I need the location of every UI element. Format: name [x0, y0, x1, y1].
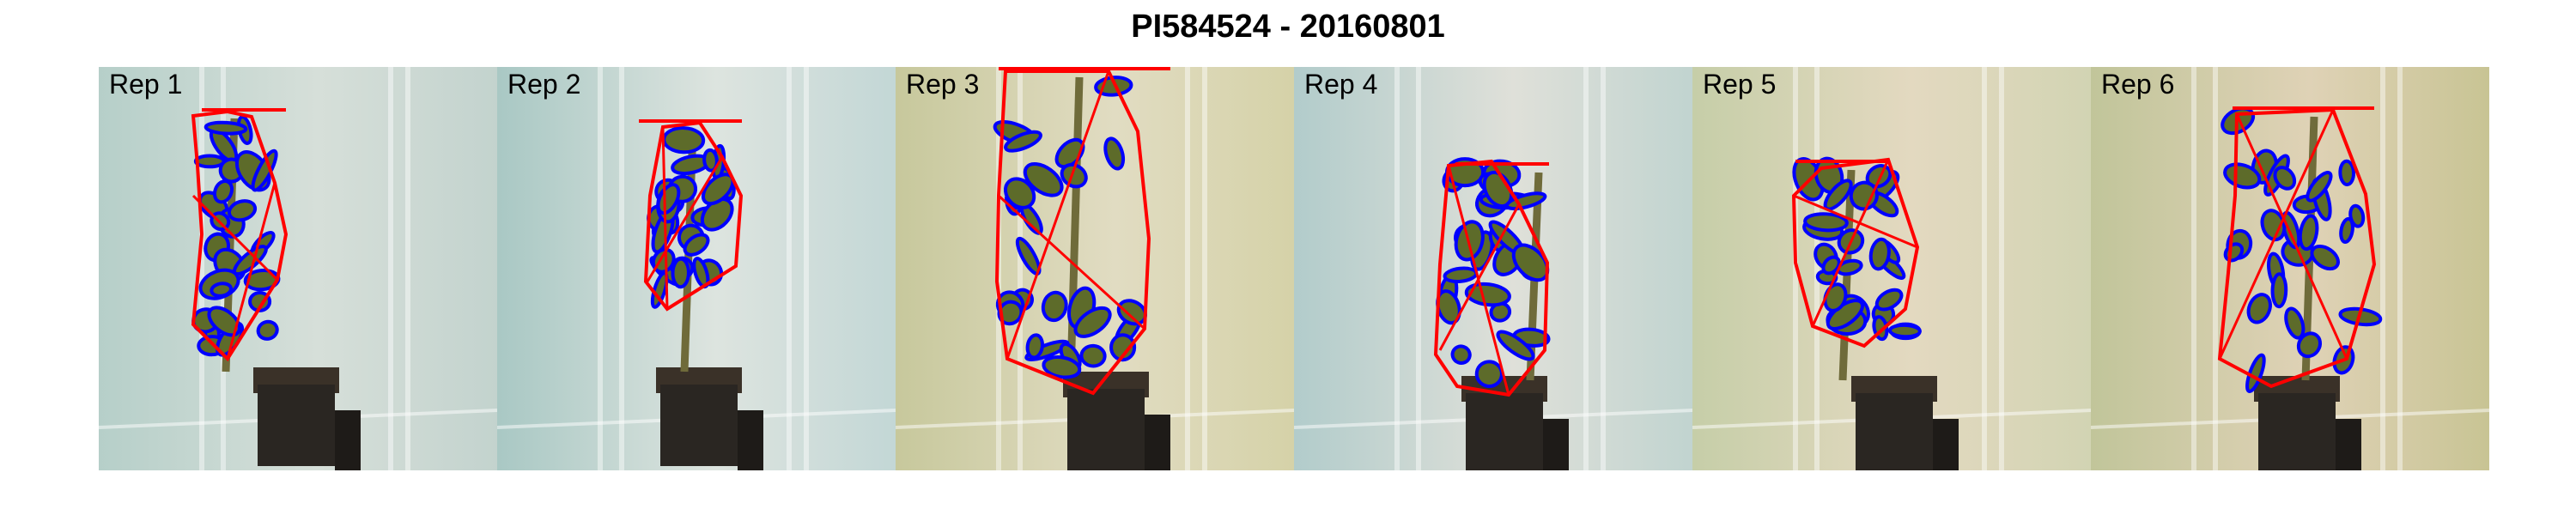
leaf-contour	[2298, 214, 2319, 251]
leaf-contour	[1023, 162, 1064, 197]
leaf-contour	[1003, 177, 1036, 209]
convex-hull	[1433, 159, 1550, 397]
leaf-contour	[2246, 293, 2272, 324]
leaf-contour	[1821, 255, 1841, 276]
convex-hull	[994, 70, 1151, 396]
convex-hull	[1791, 157, 1920, 348]
pot	[1067, 389, 1145, 470]
leaf-contour	[650, 271, 669, 309]
convex-hull	[643, 120, 744, 312]
hull-axis-line	[661, 126, 669, 310]
leaf-contour	[2306, 171, 2333, 203]
leaf-contour	[1474, 360, 1504, 389]
leaf-contour	[662, 126, 706, 154]
plant-photo-5	[1692, 67, 2091, 470]
leaf-contour	[1496, 330, 1535, 361]
hull-axis-line	[1793, 194, 1918, 249]
rep-panel-5: Rep 5	[1692, 67, 2091, 470]
leaf-contour	[1109, 333, 1137, 362]
leaf-contour	[2338, 159, 2356, 187]
hull-axis-line	[191, 194, 279, 282]
leaf-contour	[1042, 355, 1082, 379]
leaf-contour	[1505, 191, 1547, 211]
leaf-contour	[2245, 353, 2266, 393]
pot-stand	[738, 410, 763, 470]
leaf-contour	[212, 179, 234, 204]
figure-title: PI584524 - 20160801	[1131, 9, 1445, 45]
pot	[1856, 393, 1933, 470]
pot	[1466, 393, 1543, 470]
leaf-contour	[1025, 333, 1044, 360]
hull-axis-line	[997, 194, 1146, 330]
pot-stand	[1933, 419, 1959, 470]
leaf-contour	[2348, 203, 2366, 228]
leaf-contour	[204, 120, 248, 136]
rep-label-5: Rep 5	[1703, 69, 1777, 100]
leaf-contour	[1849, 180, 1879, 211]
rep-panel-4: Rep 4	[1294, 67, 1692, 470]
leaf-contour	[2223, 162, 2262, 190]
leaf-contour	[207, 306, 241, 337]
hull-axis-line	[1005, 70, 1110, 360]
leaf-contour	[193, 154, 226, 169]
hull-axis-line	[2218, 109, 2335, 360]
leaf-contour	[2284, 306, 2306, 340]
leaf-contour	[1103, 136, 1126, 171]
leaf-contour	[1073, 306, 1112, 338]
leaf-contour	[2273, 166, 2297, 191]
leaf-contour	[671, 257, 690, 289]
leaf-contour	[256, 319, 279, 341]
hull-axis-line	[2235, 113, 2348, 360]
hull-axis-line	[1447, 165, 1510, 396]
pot	[2258, 393, 2336, 470]
plant-photo-2	[497, 67, 896, 470]
plant-photo-1	[99, 67, 497, 470]
pot-stand	[2336, 419, 2361, 470]
leaf-contour	[1874, 288, 1904, 312]
rep-label-3: Rep 3	[906, 69, 980, 100]
leaf-contour	[1803, 212, 1849, 233]
hull-axis-line	[1811, 159, 1890, 327]
rep-label-1: Rep 1	[109, 69, 183, 100]
rep-panel-strip: Rep 1 Rep 2 Rep 3 Rep 4 Rep 5 Rep 6	[99, 67, 2489, 470]
leaf-contour	[700, 197, 734, 232]
plant-photo-3	[896, 67, 1294, 470]
leaf-contour	[1511, 243, 1550, 282]
leaf-contour	[2270, 272, 2288, 309]
pot	[660, 385, 738, 466]
leaf-contour	[702, 148, 719, 173]
rep-panel-2: Rep 2	[497, 67, 896, 470]
pot-stand	[1543, 419, 1569, 470]
rep-label-6: Rep 6	[2101, 69, 2175, 100]
rep-panel-3: Rep 3	[896, 67, 1294, 470]
rep-label-4: Rep 4	[1304, 69, 1378, 100]
leaf-contour	[1868, 237, 1891, 271]
pot-stand	[1145, 415, 1170, 470]
hull-axis-line	[226, 182, 276, 360]
rep-panel-1: Rep 1	[99, 67, 497, 470]
plant-photo-6	[2091, 67, 2489, 470]
leaf-contour	[210, 282, 233, 298]
rep-panel-6: Rep 6	[2091, 67, 2489, 470]
leaf-contour	[1041, 290, 1068, 323]
leaf-contour	[2296, 331, 2323, 359]
leaf-contour	[2310, 244, 2340, 271]
hull-axis-line	[646, 156, 724, 282]
leaf-contour	[1450, 344, 1472, 365]
leaf-contour	[227, 199, 258, 222]
pot	[258, 385, 335, 466]
leaf-contour	[1464, 282, 1511, 307]
leaf-contour	[2339, 217, 2354, 244]
pot-stand	[335, 410, 361, 470]
plant-photo-4	[1294, 67, 1692, 470]
leaf-contour	[1888, 323, 1922, 339]
leaf-contour	[233, 245, 268, 276]
hull-axis-line	[1438, 203, 1521, 351]
leaf-contour	[1004, 130, 1042, 153]
leaf-contour	[1079, 343, 1107, 368]
leaf-contour	[683, 233, 710, 257]
convex-hull	[2217, 107, 2377, 389]
rep-label-2: Rep 2	[507, 69, 581, 100]
